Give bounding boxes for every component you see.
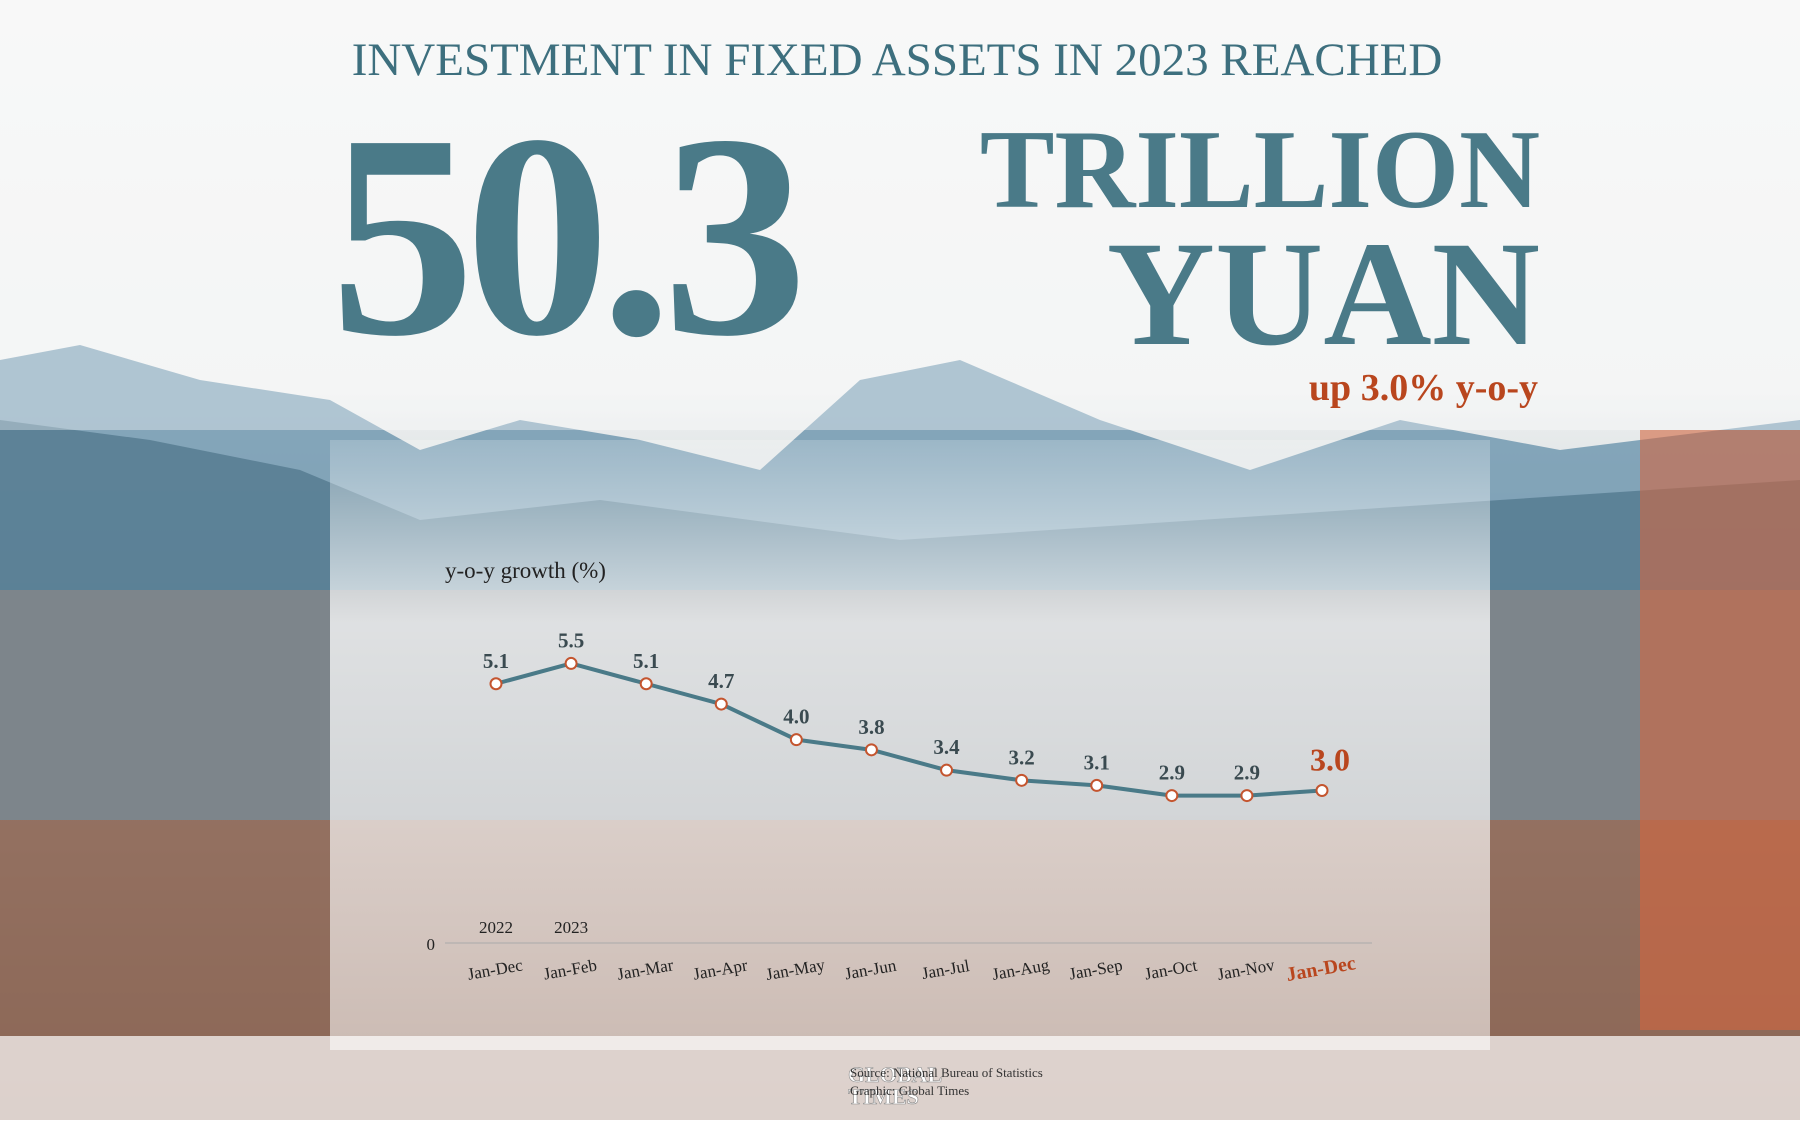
value-label: 4.0 — [783, 705, 809, 729]
value-label: 3.2 — [1009, 745, 1035, 769]
value-label: 2.9 — [1234, 761, 1260, 785]
marker — [714, 697, 728, 711]
amount: 50.3 — [330, 75, 798, 396]
title: INVESTMENT IN FIXED ASSETS IN 2023 REACH… — [352, 34, 1443, 86]
source: Source: National Bureau of Statistics — [850, 1065, 1043, 1080]
marker — [1315, 784, 1329, 797]
logo: GLOBAL — [848, 1062, 942, 1087]
marker — [564, 656, 578, 670]
footer-band — [0, 1036, 1800, 1120]
marker — [639, 677, 653, 691]
chart-panel — [330, 440, 1490, 1050]
value-label: 3.8 — [858, 715, 884, 739]
value-label: 3.0 — [1310, 742, 1350, 778]
year-label: 2022 — [479, 918, 513, 937]
value-label: 5.1 — [483, 649, 509, 673]
value-label: 2.9 — [1159, 761, 1185, 785]
year-label: 2023 — [554, 918, 588, 937]
value-label: 5.1 — [633, 649, 659, 673]
growth: up 3.0% y-o-y — [1309, 367, 1538, 409]
header-veil — [0, 0, 1800, 430]
marker — [864, 743, 878, 757]
logo: TIMES — [848, 1084, 919, 1109]
line — [495, 661, 1323, 798]
marker — [1240, 789, 1254, 803]
value-label: 3.4 — [933, 735, 960, 759]
unit-line2: YUAN — [1107, 211, 1540, 377]
y-axis-label: y-o-y growth (%) — [445, 558, 606, 583]
marker — [789, 733, 803, 747]
value-label: 4.7 — [708, 669, 734, 693]
marker — [1090, 778, 1104, 792]
marker — [940, 763, 954, 777]
value-label: 5.5 — [558, 628, 584, 652]
credit: Graphic: Global Times — [850, 1083, 969, 1098]
unit-line1: TRILLION — [980, 108, 1540, 232]
marker — [1165, 789, 1179, 803]
value-label: 3.1 — [1084, 750, 1110, 774]
scaffold — [1640, 430, 1800, 1030]
marker — [1015, 773, 1029, 787]
y-tick-label: 0 — [427, 935, 436, 954]
marker — [489, 677, 503, 691]
